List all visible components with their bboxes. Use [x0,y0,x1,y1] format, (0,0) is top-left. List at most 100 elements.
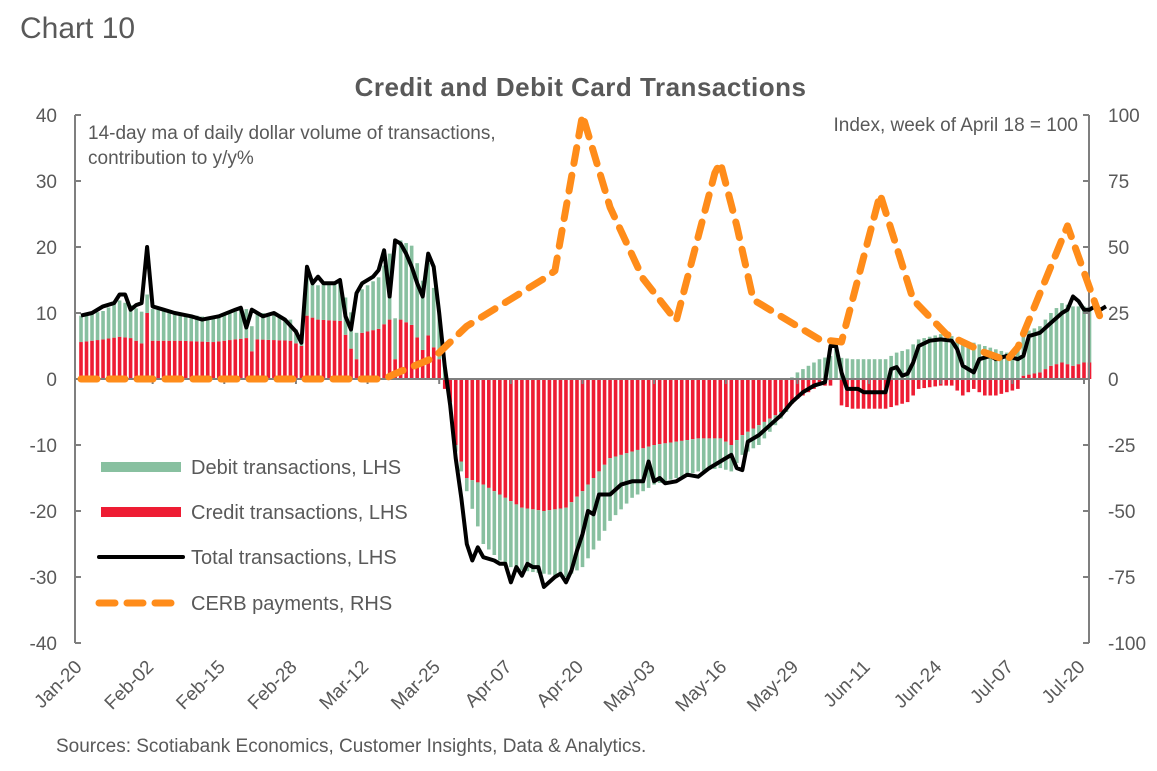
credit-bar [657,379,662,445]
credit-bar [376,328,381,379]
debit-bar [332,283,337,321]
bars-layer [79,240,1092,577]
credit-bar [806,379,811,393]
debit-legend-swatch [101,462,181,472]
debit-bar [459,461,464,472]
right-tick-label: 50 [1108,238,1129,259]
debit-bar [955,339,960,379]
debit-bar [464,478,469,492]
debit-bar [922,338,926,379]
axes-layer [74,114,1090,644]
debit-bar [872,359,877,379]
credit-bar [95,340,100,379]
debit-bar [817,359,822,379]
credit-bar [448,379,453,403]
credit-bar [371,330,375,379]
debit-bar [1060,303,1064,363]
x-tick-label: Jun-11 [820,657,875,712]
debit-bar [415,263,419,338]
credit-bar [905,379,910,403]
left-tick-label: -20 [30,502,57,523]
credit-bar [404,322,408,379]
debit-bar [492,491,497,555]
debit-bar [503,497,508,564]
credit-bar [845,379,849,408]
debit-bar [999,350,1004,379]
total-legend-label: Total transactions, LHS [191,547,397,569]
credit-bar [983,379,987,396]
credit-bar [437,359,442,379]
debit-bar [1016,349,1020,379]
credit-bar [949,379,954,386]
credit-bar [547,379,552,511]
credit-bar [470,379,475,481]
debit-bar [1082,306,1086,363]
credit-bar [211,342,216,379]
credit-bar [536,379,541,511]
credit-bar [145,313,149,379]
debit-bar [371,281,375,331]
credit-bar [729,379,734,445]
debit-bar [845,358,849,379]
debit-bar [674,441,678,478]
cerb-legend-label: CERB payments, RHS [191,593,392,615]
credit-bar [685,379,690,441]
left-tick-label: 40 [36,106,57,127]
debit-bar [338,282,342,321]
debit-bar [84,314,89,342]
credit-bar [382,324,386,379]
debit-bar [498,494,502,561]
credit-bar [619,379,623,455]
credit-bar [272,340,276,379]
debit-bar [801,369,805,379]
debit-bar [426,262,430,336]
credit-bar [608,379,612,459]
credit-bar [768,379,772,419]
credit-bar [398,319,403,379]
debit-bar [79,315,83,343]
debit-bar [1038,326,1042,373]
credit-bar [580,379,585,492]
credit-bar [707,379,712,439]
debit-bar [200,316,205,342]
debit-bar [316,285,320,320]
credit-bar [668,379,673,443]
credit-bar [839,379,844,406]
credit-bar [459,379,464,462]
debit-bar [1005,352,1009,379]
debit-bar [1076,306,1081,365]
credit-bar [1065,364,1070,379]
credit-bar [498,379,502,495]
credit-bar [701,379,706,439]
x-tick-label: Feb-28 [244,657,301,714]
debit-bar [834,342,838,379]
credit-bar [156,340,160,379]
credit-bar [316,319,320,379]
credit-bar [178,340,182,379]
debit-bar [531,509,535,573]
debit-bar [211,318,216,343]
credit-bar [1038,372,1042,379]
credit-bar [1027,374,1031,379]
credit-bar [90,340,94,379]
debit-bar [547,510,552,575]
credit-bar [850,379,855,409]
cerb-payments-line [77,111,1104,383]
credit-bar [393,359,397,379]
credit-bar [189,341,194,379]
debit-bar [828,355,833,379]
credit-bar [222,340,227,379]
credit-bar [663,379,667,444]
x-tick-label: Apr-20 [533,657,588,712]
total-transactions-line [80,238,1108,589]
credit-bar [856,379,860,409]
credit-legend-swatch [101,507,181,517]
credit-bar [464,379,469,478]
debit-bar [718,438,723,469]
debit-bar [812,362,816,379]
credit-bar [795,379,800,399]
left-tick-label: 20 [36,238,57,259]
credit-bar [128,338,133,379]
credit-bar [299,346,304,379]
debit-bar [514,504,519,569]
